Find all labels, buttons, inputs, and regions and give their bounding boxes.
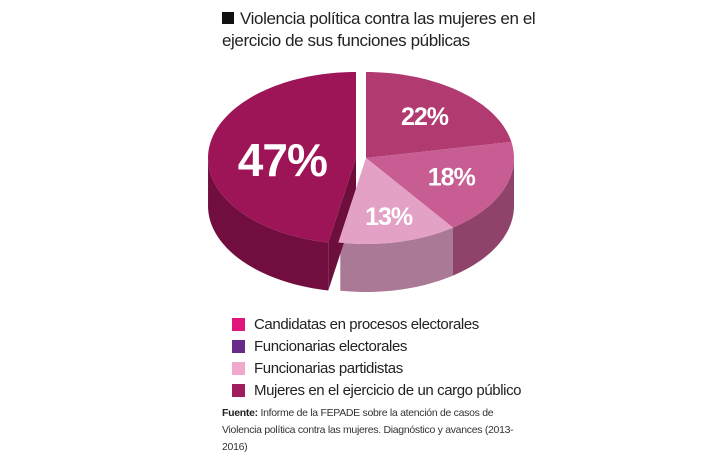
source-text: Informe de la FEPADE sobre la atención d…: [222, 407, 514, 453]
slice-value-label: 18%: [428, 164, 476, 192]
legend-swatch: [232, 317, 245, 331]
title-line-1: Violencia política contra las mujeres en…: [240, 9, 536, 28]
legend-item: Funcionarias electorales: [232, 335, 521, 357]
legend-label: Candidatas en procesos electorales: [254, 315, 479, 333]
legend-item: Candidatas en procesos electorales: [232, 313, 521, 335]
slice-value-label: 13%: [365, 203, 413, 231]
pie-slice: [366, 141, 514, 228]
slice-side: [208, 159, 329, 291]
legend-swatch: [232, 361, 245, 375]
title-line-2: ejercicio de sus funciones públicas: [222, 31, 470, 50]
slice-side: [340, 227, 453, 292]
pie-slice: [208, 72, 356, 243]
chart-title: Violencia política contra las mujeres en…: [222, 8, 542, 52]
pie-slice: [338, 158, 453, 244]
slice-cut-face: [328, 158, 356, 291]
slice-side: [452, 158, 514, 276]
legend-label: Funcionarias partidistas: [254, 359, 403, 377]
pie-slice: [366, 72, 512, 158]
source-label: Fuente:: [222, 407, 258, 419]
slice-value-label: 22%: [401, 103, 449, 131]
legend: Candidatas en procesos electorales Funci…: [232, 313, 522, 401]
legend-item: Funcionarias partidistas: [232, 357, 521, 379]
legend-label: Funcionarias electorales: [254, 337, 407, 355]
slice-value-label: 47%: [238, 134, 327, 186]
title-square-icon: [222, 12, 234, 24]
legend-swatch: [232, 339, 245, 353]
legend-swatch: [232, 383, 245, 397]
legend-item: Mujeres en el ejercicio de un cargo públ…: [232, 379, 522, 401]
legend-label: Mujeres en el ejercicio de un cargo públ…: [254, 381, 522, 399]
source-note: Fuente: Informe de la FEPADE sobre la at…: [222, 405, 522, 456]
